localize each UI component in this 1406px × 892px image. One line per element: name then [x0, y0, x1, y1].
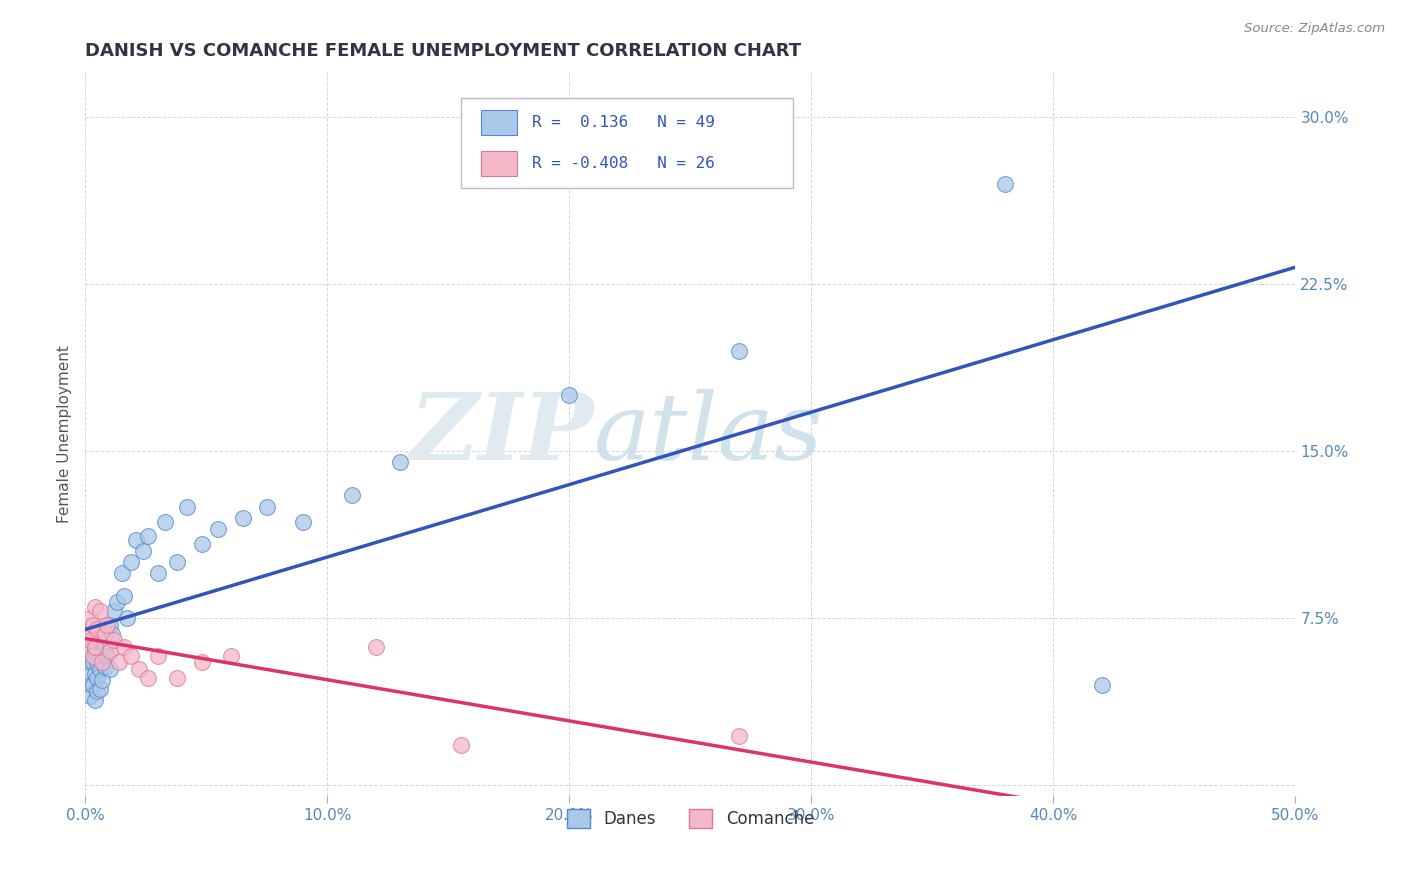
Point	[93, 660, 115, 674]
Point	[86, 684, 108, 698]
Point	[256, 500, 278, 514]
Point	[219, 648, 242, 663]
Text: atlas: atlas	[593, 389, 823, 479]
Text: DANISH VS COMANCHE FEMALE UNEMPLOYMENT CORRELATION CHART: DANISH VS COMANCHE FEMALE UNEMPLOYMENT C…	[86, 42, 801, 60]
Point	[1091, 678, 1114, 692]
Point	[84, 644, 107, 658]
Point	[82, 617, 104, 632]
Point	[207, 522, 229, 536]
Point	[727, 729, 749, 743]
Point	[82, 633, 104, 648]
FancyBboxPatch shape	[481, 110, 517, 135]
Point	[132, 544, 155, 558]
Point	[994, 177, 1017, 191]
Point	[155, 515, 177, 529]
Point	[98, 662, 121, 676]
Point	[82, 648, 104, 663]
Point	[103, 633, 125, 648]
Point	[108, 656, 131, 670]
Point	[190, 537, 212, 551]
Point	[125, 533, 148, 547]
Point	[450, 738, 472, 752]
Point	[76, 626, 98, 640]
Point	[105, 595, 128, 609]
Point	[146, 648, 169, 663]
Point	[388, 455, 411, 469]
Point	[82, 678, 104, 692]
Point	[146, 566, 169, 581]
Point	[112, 640, 135, 654]
Point	[98, 617, 121, 632]
Point	[111, 566, 134, 581]
Point	[136, 528, 159, 542]
Point	[79, 678, 101, 692]
Point	[76, 644, 98, 658]
Point	[76, 666, 98, 681]
Point	[91, 673, 114, 688]
Point	[79, 656, 101, 670]
Point	[89, 662, 111, 676]
Point	[340, 488, 363, 502]
Point	[98, 644, 121, 658]
Point	[93, 626, 115, 640]
FancyBboxPatch shape	[481, 152, 517, 177]
Point	[91, 656, 114, 670]
Point	[103, 604, 125, 618]
Point	[101, 626, 124, 640]
Point	[120, 648, 142, 663]
Point	[93, 640, 115, 654]
Text: R = -0.408   N = 26: R = -0.408 N = 26	[531, 156, 714, 171]
Point	[166, 555, 188, 569]
Point	[84, 640, 107, 654]
Point	[79, 689, 101, 703]
Point	[727, 343, 749, 358]
Point	[292, 515, 315, 529]
Text: Source: ZipAtlas.com: Source: ZipAtlas.com	[1244, 22, 1385, 36]
Point	[79, 633, 101, 648]
Point	[89, 604, 111, 618]
Point	[558, 388, 581, 402]
Point	[86, 656, 108, 670]
Point	[232, 510, 254, 524]
Point	[84, 599, 107, 614]
Point	[176, 500, 198, 514]
Y-axis label: Female Unemployment: Female Unemployment	[58, 345, 72, 524]
FancyBboxPatch shape	[461, 98, 793, 188]
Point	[91, 648, 114, 663]
Point	[79, 611, 101, 625]
Point	[96, 617, 118, 632]
Point	[166, 671, 188, 685]
Text: R =  0.136   N = 49: R = 0.136 N = 49	[531, 115, 714, 129]
Point	[84, 693, 107, 707]
Point	[96, 648, 118, 663]
Point	[112, 589, 135, 603]
Text: ZIP: ZIP	[409, 389, 593, 479]
Point	[89, 633, 111, 648]
Point	[89, 682, 111, 697]
Legend: Danes, Comanche: Danes, Comanche	[560, 803, 821, 835]
Point	[86, 622, 108, 636]
Point	[128, 662, 150, 676]
Point	[84, 666, 107, 681]
Point	[82, 656, 104, 670]
Point	[136, 671, 159, 685]
Point	[120, 555, 142, 569]
Point	[86, 671, 108, 685]
Point	[115, 611, 138, 625]
Point	[190, 656, 212, 670]
Point	[364, 640, 387, 654]
